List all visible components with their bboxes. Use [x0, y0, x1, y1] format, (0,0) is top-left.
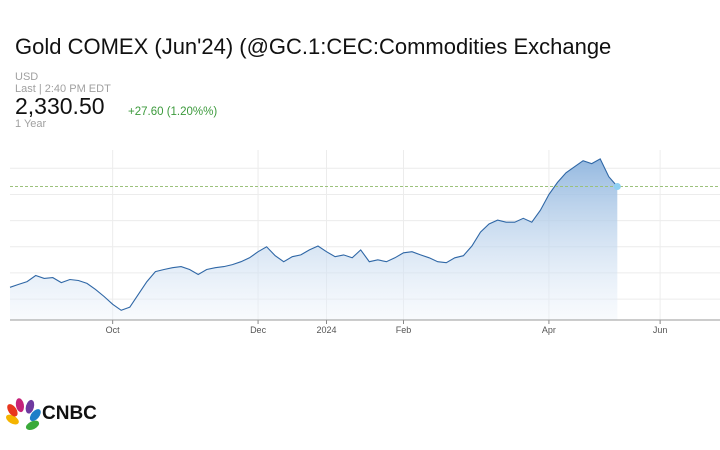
plot: Oct Dec 2024 Feb Apr Jun [9, 150, 720, 335]
currency: USD [15, 71, 38, 83]
x-tick-label: Oct [106, 325, 121, 335]
x-tick-label: Jun [653, 325, 668, 335]
line [9, 158, 618, 311]
range: 1 Year [15, 118, 47, 130]
price: 2,330.50 [15, 93, 105, 119]
x-tick-label: Dec [250, 325, 267, 335]
last-time: Last | 2:40 PM EDT [15, 83, 111, 95]
logo-text: CNBC [42, 403, 97, 424]
logo: CNBC [6, 398, 97, 431]
last-point [613, 182, 621, 190]
x-tick-label: Apr [542, 325, 556, 335]
area [10, 158, 618, 320]
logo-peacock [6, 398, 41, 431]
title: Gold COMEX (Jun'24) (@GC.1:CEC:Commoditi… [15, 34, 611, 59]
x-tick-label: 2024 [316, 325, 336, 335]
change: +27.60 (1.20%%) [128, 106, 217, 118]
x-tick-label: Feb [396, 325, 412, 335]
